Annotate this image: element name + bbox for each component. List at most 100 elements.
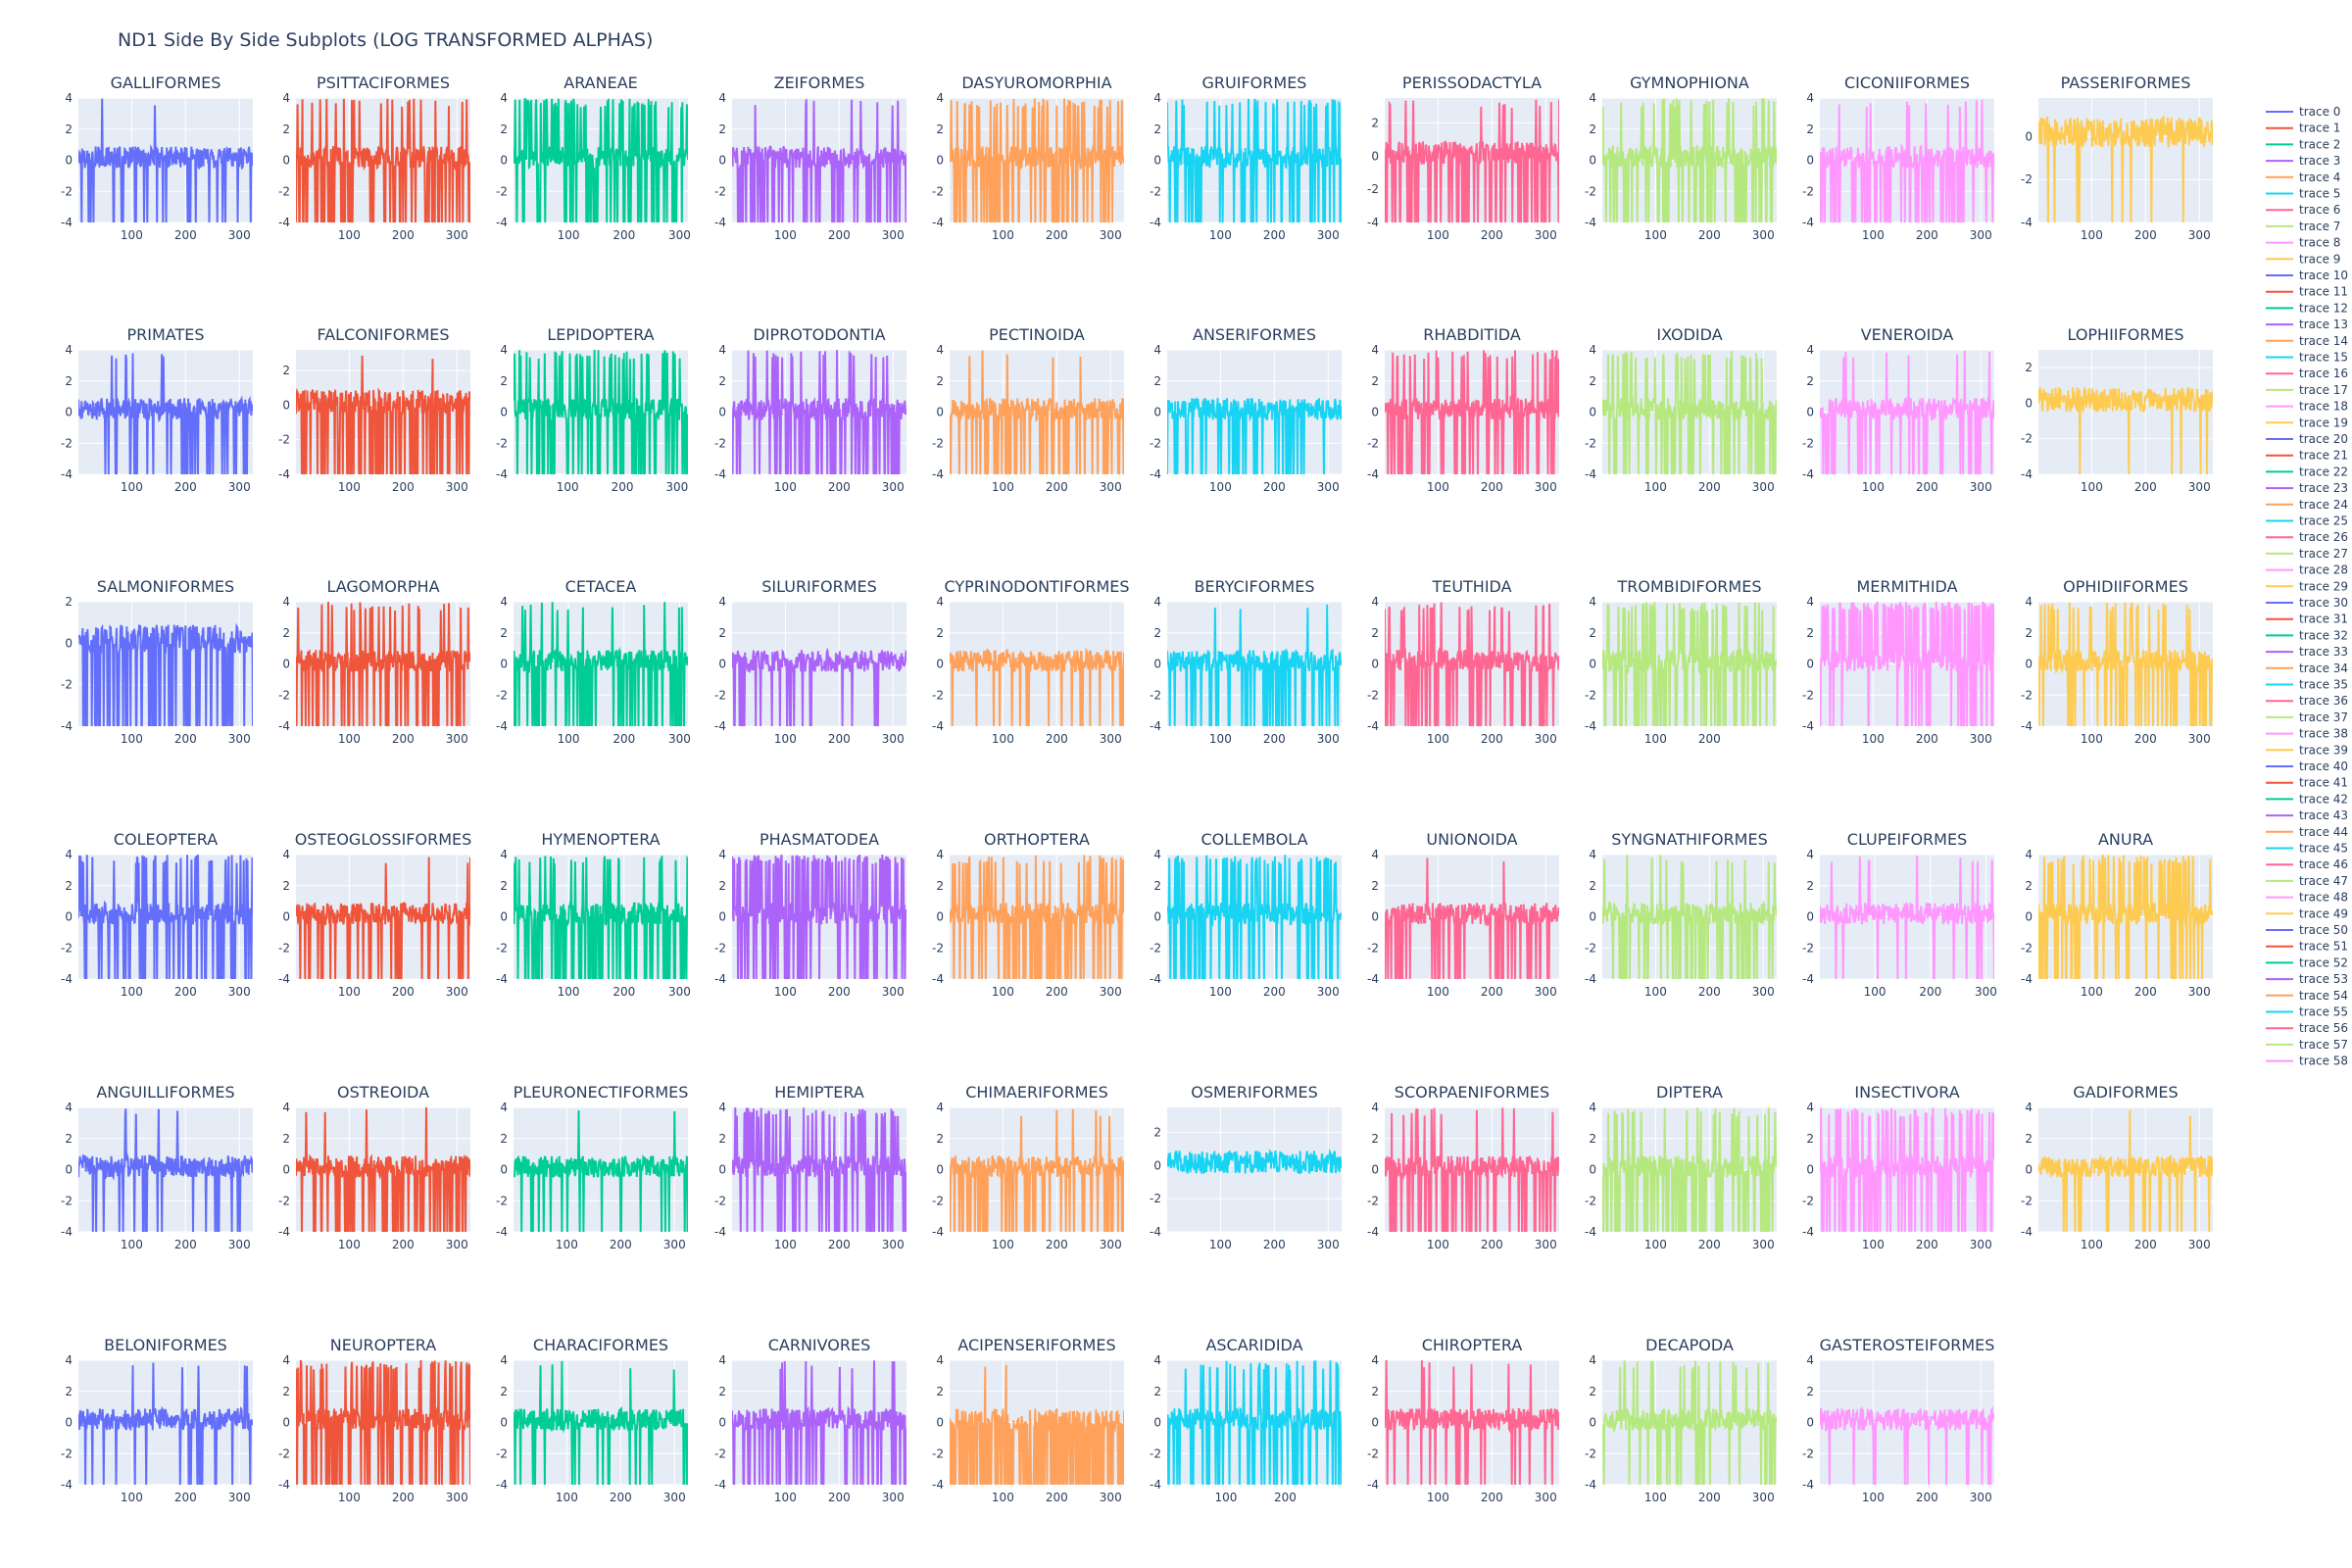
legend-item[interactable]: trace 22 [2266,465,2348,478]
legend-item[interactable]: trace 31 [2266,612,2348,626]
legend-item[interactable]: trace 12 [2266,301,2348,315]
x-tick-label: 200 [1263,480,1286,494]
legend-label: trace 53 [2299,972,2348,986]
y-tick-label: -2 [1150,436,1161,450]
legend-item[interactable]: trace 17 [2266,383,2348,397]
legend-item[interactable]: trace 19 [2266,416,2348,429]
legend-item[interactable]: trace 9 [2266,252,2340,266]
subplot-title: MERMITHIDA [1856,577,1957,596]
y-tick-label: 2 [936,1132,944,1146]
legend-item[interactable]: trace 21 [2266,449,2348,463]
subplot-gasterosteiformes: -4 -2 0 2 4 100 200 300 GASTEROSTEIFORMES [1802,1336,1994,1504]
legend-item[interactable]: trace 58 [2266,1054,2348,1068]
legend-item[interactable]: trace 36 [2266,694,2348,708]
legend-item[interactable]: trace 57 [2266,1038,2348,1052]
x-tick-label: 200 [392,732,415,746]
y-tick-label: 2 [500,626,508,640]
legend-item[interactable]: trace 6 [2266,203,2340,217]
legend-item[interactable]: trace 39 [2266,743,2348,757]
x-tick-label: 200 [2134,1238,2157,1251]
legend-item[interactable]: trace 28 [2266,564,2348,577]
legend-item[interactable]: trace 18 [2266,400,2348,414]
y-tick-label: -2 [714,688,726,702]
x-tick-label: 200 [828,480,851,494]
legend-item[interactable]: trace 38 [2266,727,2348,741]
legend-item[interactable]: trace 51 [2266,940,2348,954]
y-tick-label: 0 [1806,154,1814,168]
legend-item[interactable]: trace 24 [2266,498,2348,512]
legend-item[interactable]: trace 3 [2266,154,2340,168]
legend-item[interactable]: trace 0 [2266,105,2340,119]
x-tick-label: 200 [1263,732,1286,746]
y-tick-label: 2 [1806,374,1814,388]
y-tick-label: -2 [1150,184,1161,198]
x-tick-label: 100 [1209,228,1232,242]
x-tick-label: 100 [121,1491,143,1504]
y-tick-label: -4 [1367,1478,1379,1492]
legend-item[interactable]: trace 11 [2266,285,2348,299]
legend-item[interactable]: trace 53 [2266,972,2348,986]
legend-item[interactable]: trace 47 [2266,874,2348,888]
legend-item[interactable]: trace 2 [2266,137,2340,151]
legend-item[interactable]: trace 52 [2266,956,2348,969]
y-tick-label: 0 [1589,406,1596,419]
legend-item[interactable]: trace 23 [2266,481,2348,495]
legend-item[interactable]: trace 27 [2266,547,2348,561]
x-tick-label: 300 [1970,1491,1992,1504]
legend-item[interactable]: trace 35 [2266,678,2348,692]
legend-item[interactable]: trace 14 [2266,334,2348,348]
y-tick-label: -2 [278,941,290,955]
y-tick-label: 0 [500,154,508,168]
legend-item[interactable]: trace 5 [2266,187,2340,201]
y-tick-label: 4 [1589,1101,1596,1114]
legend-item[interactable]: trace 20 [2266,432,2348,446]
legend-item[interactable]: trace 15 [2266,351,2348,365]
legend-item[interactable]: trace 56 [2266,1021,2348,1035]
legend-item[interactable]: trace 25 [2266,514,2348,528]
x-tick-label: 100 [774,228,797,242]
legend-item[interactable]: trace 1 [2266,122,2340,135]
legend-item[interactable]: trace 43 [2266,808,2348,822]
y-tick-label: 2 [1153,122,1161,136]
legend-item[interactable]: trace 41 [2266,776,2348,790]
legend-item[interactable]: trace 26 [2266,530,2348,544]
legend-item[interactable]: trace 44 [2266,825,2348,839]
y-tick-label: 4 [1153,595,1161,609]
legend-item[interactable]: trace 33 [2266,645,2348,659]
subplot-title: CLUPEIFORMES [1847,830,1967,849]
legend-item[interactable]: trace 40 [2266,760,2348,773]
y-tick-label: -4 [278,1225,290,1239]
y-tick-label: 2 [282,122,290,136]
legend-item[interactable]: trace 8 [2266,236,2340,250]
legend-item[interactable]: trace 34 [2266,662,2348,675]
legend-item[interactable]: trace 48 [2266,891,2348,905]
legend-item[interactable]: trace 13 [2266,318,2348,331]
legend-item[interactable]: trace 42 [2266,792,2348,806]
y-tick-label: 4 [500,343,508,357]
legend-item[interactable]: trace 16 [2266,367,2348,380]
legend-item[interactable]: trace 30 [2266,596,2348,610]
legend-item[interactable]: trace 7 [2266,220,2340,233]
legend-item[interactable]: trace 37 [2266,710,2348,724]
subplot-siluriformes: -4 -2 0 2 4 100 200 300 SILURIFORMES [714,577,906,746]
legend-item[interactable]: trace 49 [2266,906,2348,920]
y-tick-label: 0 [65,636,73,650]
y-tick-label: -4 [932,972,944,986]
legend-item[interactable]: trace 4 [2266,171,2340,184]
y-tick-label: 0 [65,154,73,168]
subplot-title: TROMBIDIFORMES [1616,577,1761,596]
legend-item[interactable]: trace 55 [2266,1005,2348,1019]
y-tick-label: 2 [2025,879,2033,893]
subplot-title: OPHIDIIFORMES [2063,577,2188,596]
legend-item[interactable]: trace 54 [2266,989,2348,1003]
legend-item[interactable]: trace 10 [2266,269,2348,282]
legend-item[interactable]: trace 45 [2266,842,2348,856]
y-tick-label: -4 [1585,216,1596,229]
x-tick-label: 200 [828,1491,851,1504]
legend-item[interactable]: trace 46 [2266,858,2348,871]
x-tick-label: 100 [1427,732,1449,746]
legend-item[interactable]: trace 32 [2266,628,2348,642]
legend-item[interactable]: trace 50 [2266,923,2348,937]
y-tick-label: -4 [1150,972,1161,986]
legend-item[interactable]: trace 29 [2266,579,2348,593]
